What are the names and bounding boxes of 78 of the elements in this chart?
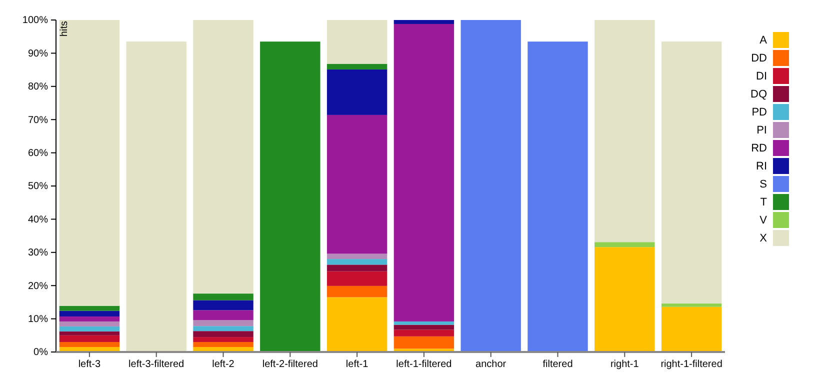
bar <box>326 114 388 254</box>
bar <box>326 264 388 272</box>
legend-label: RI <box>756 160 767 173</box>
legend-label: S <box>760 178 767 191</box>
y-tick-label: 50% <box>28 181 48 192</box>
bar <box>326 64 388 70</box>
bar <box>59 306 120 311</box>
y-axis-title: hits <box>59 21 70 37</box>
y-tick-label: 30% <box>28 248 48 259</box>
bar <box>394 24 454 322</box>
y-tick-label: 90% <box>28 48 48 60</box>
bar <box>326 69 388 115</box>
y-tick-label: 100% <box>22 15 48 26</box>
legend-label: X <box>760 232 768 245</box>
y-tick-label: 70% <box>28 114 48 126</box>
bar <box>394 330 454 336</box>
legend-label: DQ <box>750 88 768 101</box>
bar <box>193 300 254 310</box>
bar <box>326 20 388 64</box>
bar <box>59 20 120 306</box>
legend-label: A <box>760 34 768 47</box>
y-tick-label: 20% <box>28 280 48 292</box>
legend-label: V <box>760 214 768 227</box>
legend-label: PI <box>756 124 767 137</box>
x-tick-label: left-3 <box>78 359 102 370</box>
y-tick-label: 60% <box>28 148 48 159</box>
bar <box>394 20 454 24</box>
y-tick-label: 0% <box>34 347 48 358</box>
bar <box>528 42 588 352</box>
bar <box>193 337 254 342</box>
bar <box>59 342 120 348</box>
x-tick-label: filtered <box>542 359 573 370</box>
bar <box>193 294 254 300</box>
bar <box>394 324 454 330</box>
y-tick-label: 10% <box>28 314 48 325</box>
bar <box>394 336 454 349</box>
bar <box>326 259 388 265</box>
bar <box>59 335 120 342</box>
bar <box>661 304 722 307</box>
bar <box>661 42 722 304</box>
x-tick-label: left-2 <box>212 359 235 370</box>
bar <box>193 320 254 326</box>
x-tick-label: anchor <box>476 359 507 370</box>
bar <box>193 20 254 294</box>
legend-label: DD <box>751 52 768 65</box>
bar <box>594 242 655 248</box>
bar <box>594 20 655 242</box>
bar <box>460 20 521 352</box>
bar <box>126 42 186 352</box>
bar <box>59 310 120 316</box>
x-tick-label: left-1 <box>346 359 369 370</box>
bar <box>594 247 655 352</box>
bar <box>326 286 388 298</box>
bar <box>260 42 320 352</box>
bar <box>661 306 722 352</box>
bar <box>394 321 454 325</box>
x-tick-label: left-3-filtered <box>128 359 184 370</box>
bar <box>193 326 254 332</box>
bar <box>193 331 254 338</box>
legend-label: RD <box>751 142 768 155</box>
x-tick-label: left-1-filtered <box>396 359 452 370</box>
bar <box>59 321 120 326</box>
x-tick-label: right-1 <box>610 359 640 370</box>
bar <box>59 326 120 332</box>
y-tick-label: 80% <box>28 82 48 93</box>
bar <box>326 254 388 260</box>
x-tick-label: right-1-filtered <box>660 359 722 370</box>
bar <box>326 297 388 352</box>
bar <box>326 271 388 286</box>
bar <box>193 342 254 348</box>
legend-label: DI <box>756 70 767 83</box>
legend-label: PD <box>752 106 768 119</box>
legend-label: T <box>760 196 768 209</box>
x-tick-label: left-2-filtered <box>262 359 318 370</box>
bar <box>193 310 254 320</box>
y-tick-label: 40% <box>28 214 48 226</box>
bar <box>59 316 120 322</box>
bar <box>59 331 120 336</box>
